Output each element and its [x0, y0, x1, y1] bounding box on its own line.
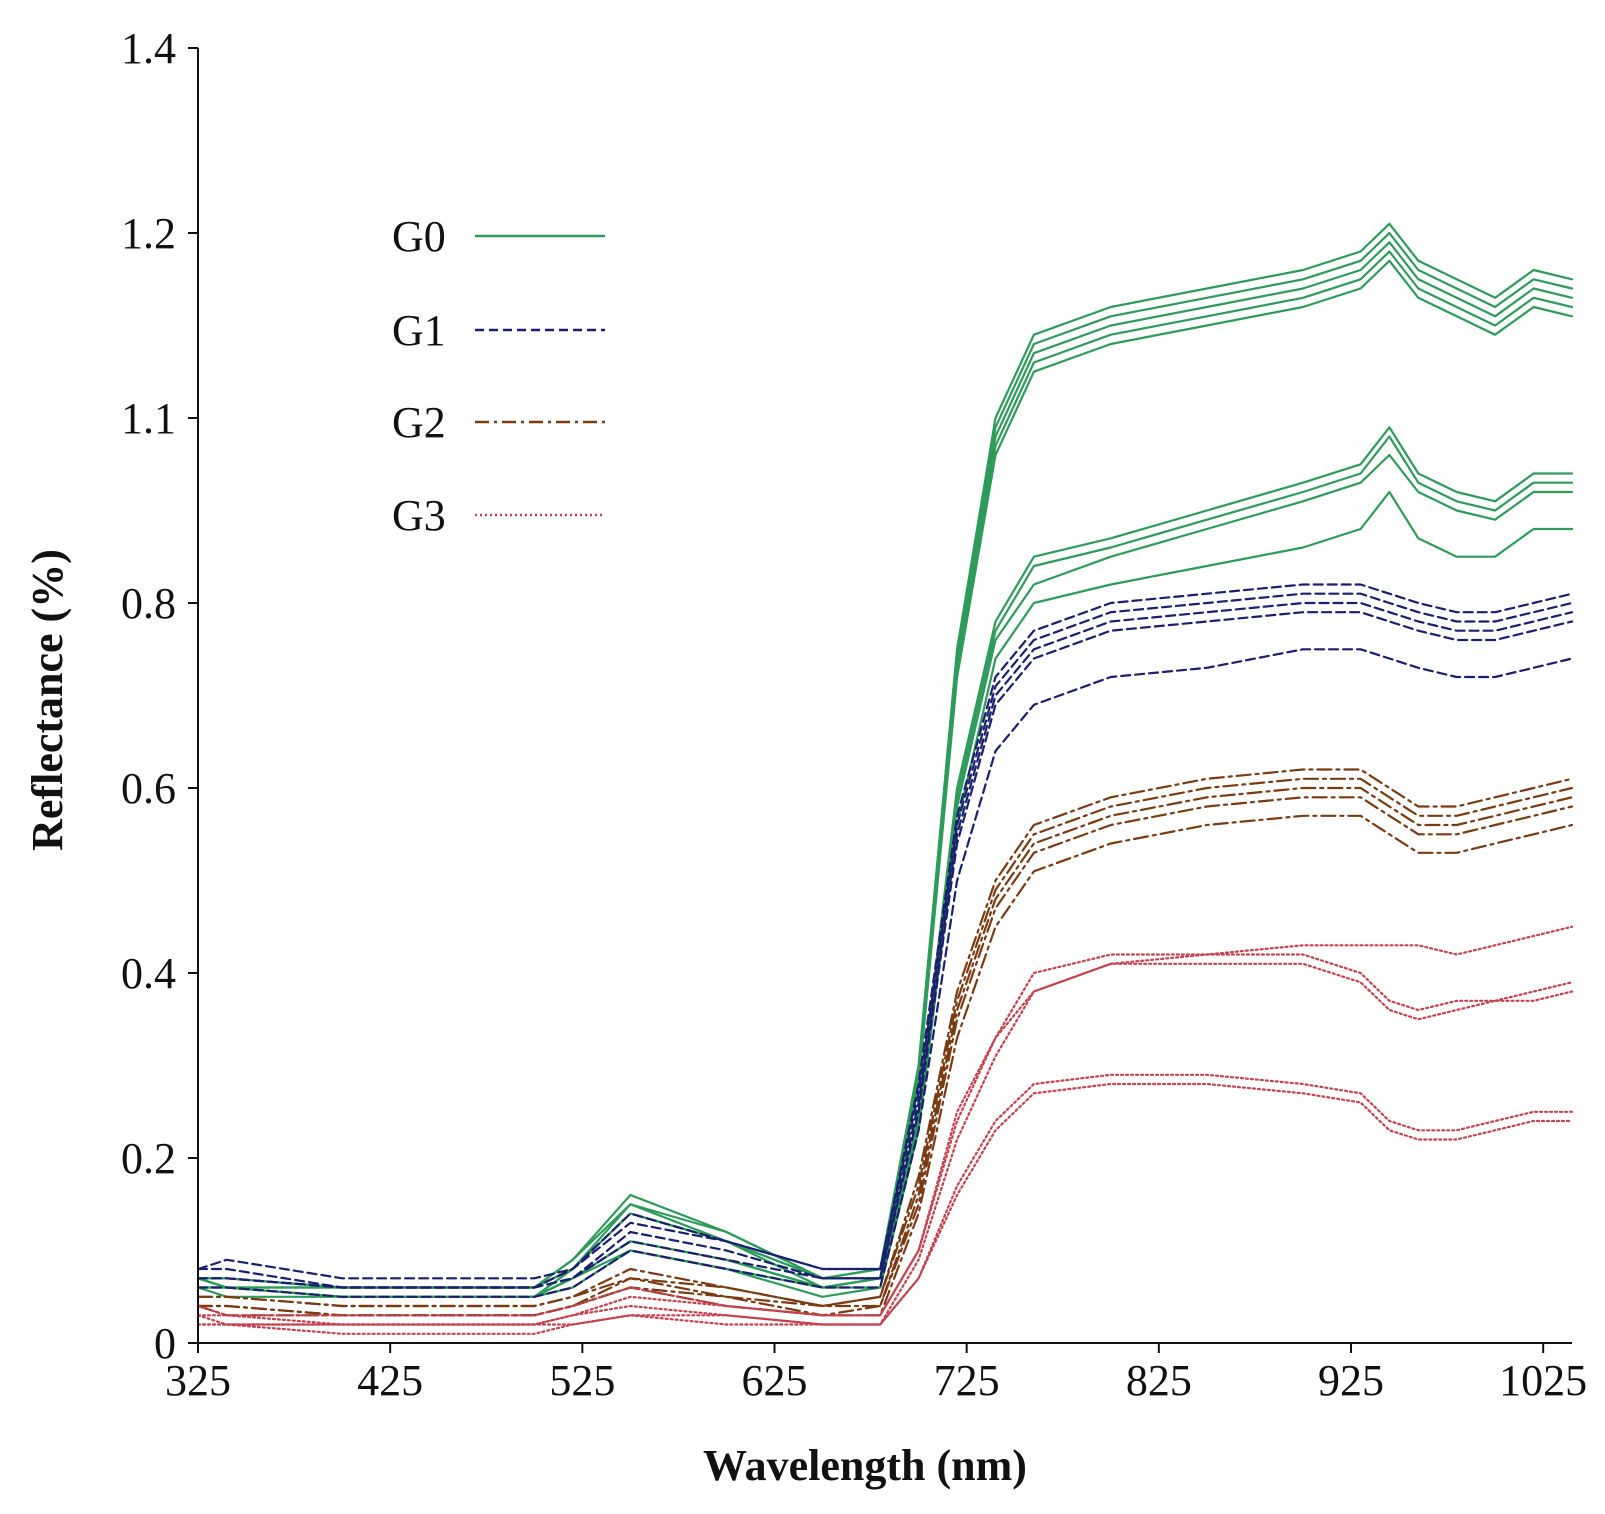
- x-tick-label: 425: [357, 1356, 423, 1405]
- series-line-g1: [196, 611, 1574, 1289]
- x-tick-label: 825: [1126, 1356, 1192, 1405]
- series-line-g2: [196, 786, 1574, 1317]
- legend-label-g1: G1: [392, 306, 446, 355]
- series-line-g3: [196, 1073, 1574, 1326]
- series-line-g2: [196, 768, 1574, 1308]
- y-tick-label: 0.8: [121, 579, 176, 628]
- series-line-g0: [196, 231, 1574, 1289]
- series-line-g3: [196, 1082, 1574, 1335]
- x-tick-label: 725: [934, 1356, 1000, 1405]
- y-tick-label: 0: [154, 1319, 176, 1368]
- legend-label-g2: G2: [392, 398, 446, 447]
- y-ticks: 0 0.2 0.4 0.6 0.8 1.1 1.2 1.4: [121, 24, 198, 1368]
- x-axis-title: Wavelength (nm): [703, 1441, 1027, 1490]
- series-line-g0: [196, 490, 1574, 1298]
- y-tick-label: 0.4: [121, 949, 176, 998]
- y-tick-label: 0.2: [121, 1134, 176, 1183]
- y-tick-label: 0.6: [121, 764, 176, 813]
- series-line-g0: [196, 435, 1574, 1298]
- x-tick-label: 1025: [1499, 1356, 1587, 1405]
- series-line-g1: [196, 583, 1574, 1280]
- x-tick-label: 525: [549, 1356, 615, 1405]
- x-tick-label: 925: [1318, 1356, 1384, 1405]
- series-line-g0: [196, 259, 1574, 1298]
- y-axis-title: Reflectance (%): [23, 549, 72, 851]
- legend-label-g0: G0: [392, 212, 446, 261]
- legend-label-g3: G3: [392, 491, 446, 540]
- axes-layer: [197, 48, 1572, 1344]
- y-tick-label: 1.4: [121, 24, 176, 73]
- x-tick-label: 325: [165, 1356, 231, 1405]
- y-tick-label: 1.1: [121, 394, 176, 443]
- series-line-g0: [196, 426, 1574, 1298]
- series-layer: [196, 222, 1574, 1335]
- legend: G0 G1 G2 G3: [392, 212, 605, 540]
- series-line-g0: [196, 453, 1574, 1298]
- series-line-g2: [196, 777, 1574, 1308]
- x-ticks: 325 425 525 625 725 825 925 1025: [165, 1343, 1587, 1405]
- series-line-g1: [196, 592, 1574, 1289]
- series-line-g3: [196, 962, 1574, 1326]
- series-line-g2: [196, 796, 1574, 1317]
- series-line-g0: [196, 222, 1574, 1289]
- x-tick-label: 625: [742, 1356, 808, 1405]
- series-line-g1: [196, 648, 1574, 1298]
- y-tick-label: 1.2: [121, 209, 176, 258]
